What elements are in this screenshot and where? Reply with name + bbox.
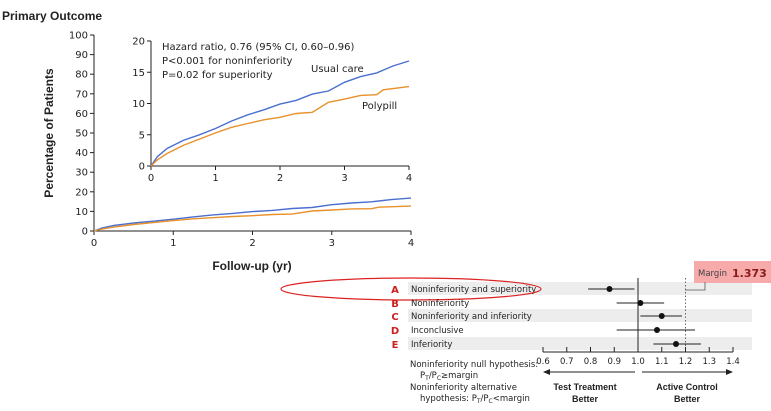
margin-box — [694, 261, 771, 283]
inset-lines — [150, 60, 410, 167]
forest-x-tick-label: 1.4 — [726, 357, 740, 367]
inset-y-tick-label: 20 — [132, 37, 145, 48]
inset-x-tick-label: 1 — [212, 173, 218, 184]
main-y-tick-label: 60 — [75, 109, 88, 120]
point-estimate — [658, 313, 665, 319]
inset-series-line-usual-care — [150, 60, 410, 167]
right-arrow-label-1: Active Control — [656, 382, 718, 392]
row-letter-E: E — [392, 340, 399, 351]
main-series-line-polypill — [93, 205, 412, 232]
noninferiority-p-annotation: P<0.001 for noninferiority — [162, 56, 293, 67]
forest-x-tick-label: 0.9 — [607, 357, 621, 367]
main-y-tick-label: 80 — [75, 70, 88, 81]
chart-title: Primary Outcome — [2, 9, 102, 23]
main-x-tick-label: 4 — [408, 238, 414, 249]
x-axis-label: Follow-up (yr) — [212, 259, 291, 273]
main-series-line-usual-care — [93, 197, 412, 232]
left-arrow-label-1: Test Treatment — [553, 382, 616, 392]
forest-x-tick-label: 1.0 — [631, 357, 645, 367]
row-letter-C: C — [391, 312, 398, 323]
left-arrow-label-2: Better — [572, 394, 599, 404]
row-shading — [408, 309, 752, 322]
alt-hypothesis-line1: Noninferiority alternative — [410, 383, 517, 393]
row-letter-B: B — [391, 299, 399, 310]
right-arrowhead — [726, 369, 733, 375]
row-label: Noninferiority — [411, 299, 469, 309]
inset-x-tick-label: 4 — [406, 173, 412, 184]
highlight-ellipse — [280, 277, 542, 301]
inset-y-tick-label: 0 — [139, 162, 145, 173]
forest-x-tick-label: 1.3 — [702, 357, 716, 367]
null-hypothesis-line2: PT/PC≥margin — [420, 371, 478, 382]
main-y-tick-label: 100 — [69, 31, 88, 42]
left-arrowhead — [543, 369, 550, 375]
inset-x-tick-label: 3 — [341, 173, 347, 184]
inset-y-tick-label: 5 — [139, 130, 145, 141]
forest-x-tick-label: 0.8 — [584, 357, 598, 367]
row-shading — [408, 337, 752, 350]
row-letter-D: D — [391, 326, 399, 337]
superiority-p-annotation: P=0.02 for superiority — [162, 70, 273, 81]
main-x-tick-label: 1 — [170, 238, 176, 249]
inset-x-tick-label: 2 — [277, 173, 283, 184]
legend-polypill: Polypill — [362, 101, 397, 112]
margin-connector — [685, 282, 706, 291]
point-estimate — [637, 300, 644, 306]
main-y-tick-label: 0 — [82, 227, 88, 238]
main-y-tick-label: 30 — [75, 168, 88, 179]
forest-x-tick-label: 1.1 — [655, 357, 669, 367]
forest-x-tick-label: 1.2 — [679, 357, 693, 367]
margin-value: 1.373 — [732, 267, 767, 280]
row-letter-A: A — [391, 285, 399, 296]
legend-usual-care: Usual care — [311, 64, 364, 75]
row-label: Noninferiority and inferiority — [411, 312, 532, 322]
main-y-tick-label: 10 — [75, 207, 88, 218]
inset-axes: 0 1 2 3 4 0 5 10 15 20 — [132, 37, 412, 185]
main-x-tick-label: 0 — [91, 238, 97, 249]
main-lines — [93, 197, 412, 232]
margin-label: Margin — [698, 269, 727, 279]
null-hypothesis-line1: Noninferiority null hypothesis: — [410, 360, 538, 370]
main-x-tick-label: 2 — [249, 238, 255, 249]
alt-hypothesis-line2: hypothesis: PT/PC<margin — [420, 394, 530, 405]
forest-x-tick-label: 0.7 — [560, 357, 574, 367]
hazard-ratio-annotation: Hazard ratio, 0.76 (95% CI, 0.60–0.96) — [162, 42, 354, 53]
inset-series-line-polypill — [150, 85, 410, 167]
y-axis-label: Percentage of Patients — [42, 68, 56, 198]
main-x-tick-label: 3 — [329, 238, 335, 249]
point-estimate — [673, 341, 679, 347]
main-y-tick-label: 50 — [75, 129, 88, 140]
forest-x-tick-label: 0.6 — [536, 357, 550, 367]
right-arrow-label-2: Better — [674, 394, 701, 404]
main-y-tick-label: 90 — [75, 50, 88, 61]
row-shading — [408, 282, 752, 295]
row-label: Inferiority — [411, 340, 452, 350]
point-estimate — [654, 327, 660, 333]
inset-y-tick-label: 10 — [132, 99, 145, 110]
main-y-tick-label: 70 — [75, 89, 88, 100]
row-label: Inconclusive — [411, 326, 464, 336]
point-estimate — [606, 286, 613, 292]
row-label: Noninferiority and superiority — [411, 285, 536, 295]
inset-y-tick-label: 15 — [132, 68, 145, 79]
main-y-tick-label: 20 — [75, 187, 88, 198]
inset-x-tick-label: 0 — [148, 173, 154, 184]
forest-plot: A Noninferiority and superiority B Noninfer… — [280, 277, 752, 375]
main-y-tick-label: 40 — [75, 148, 88, 159]
